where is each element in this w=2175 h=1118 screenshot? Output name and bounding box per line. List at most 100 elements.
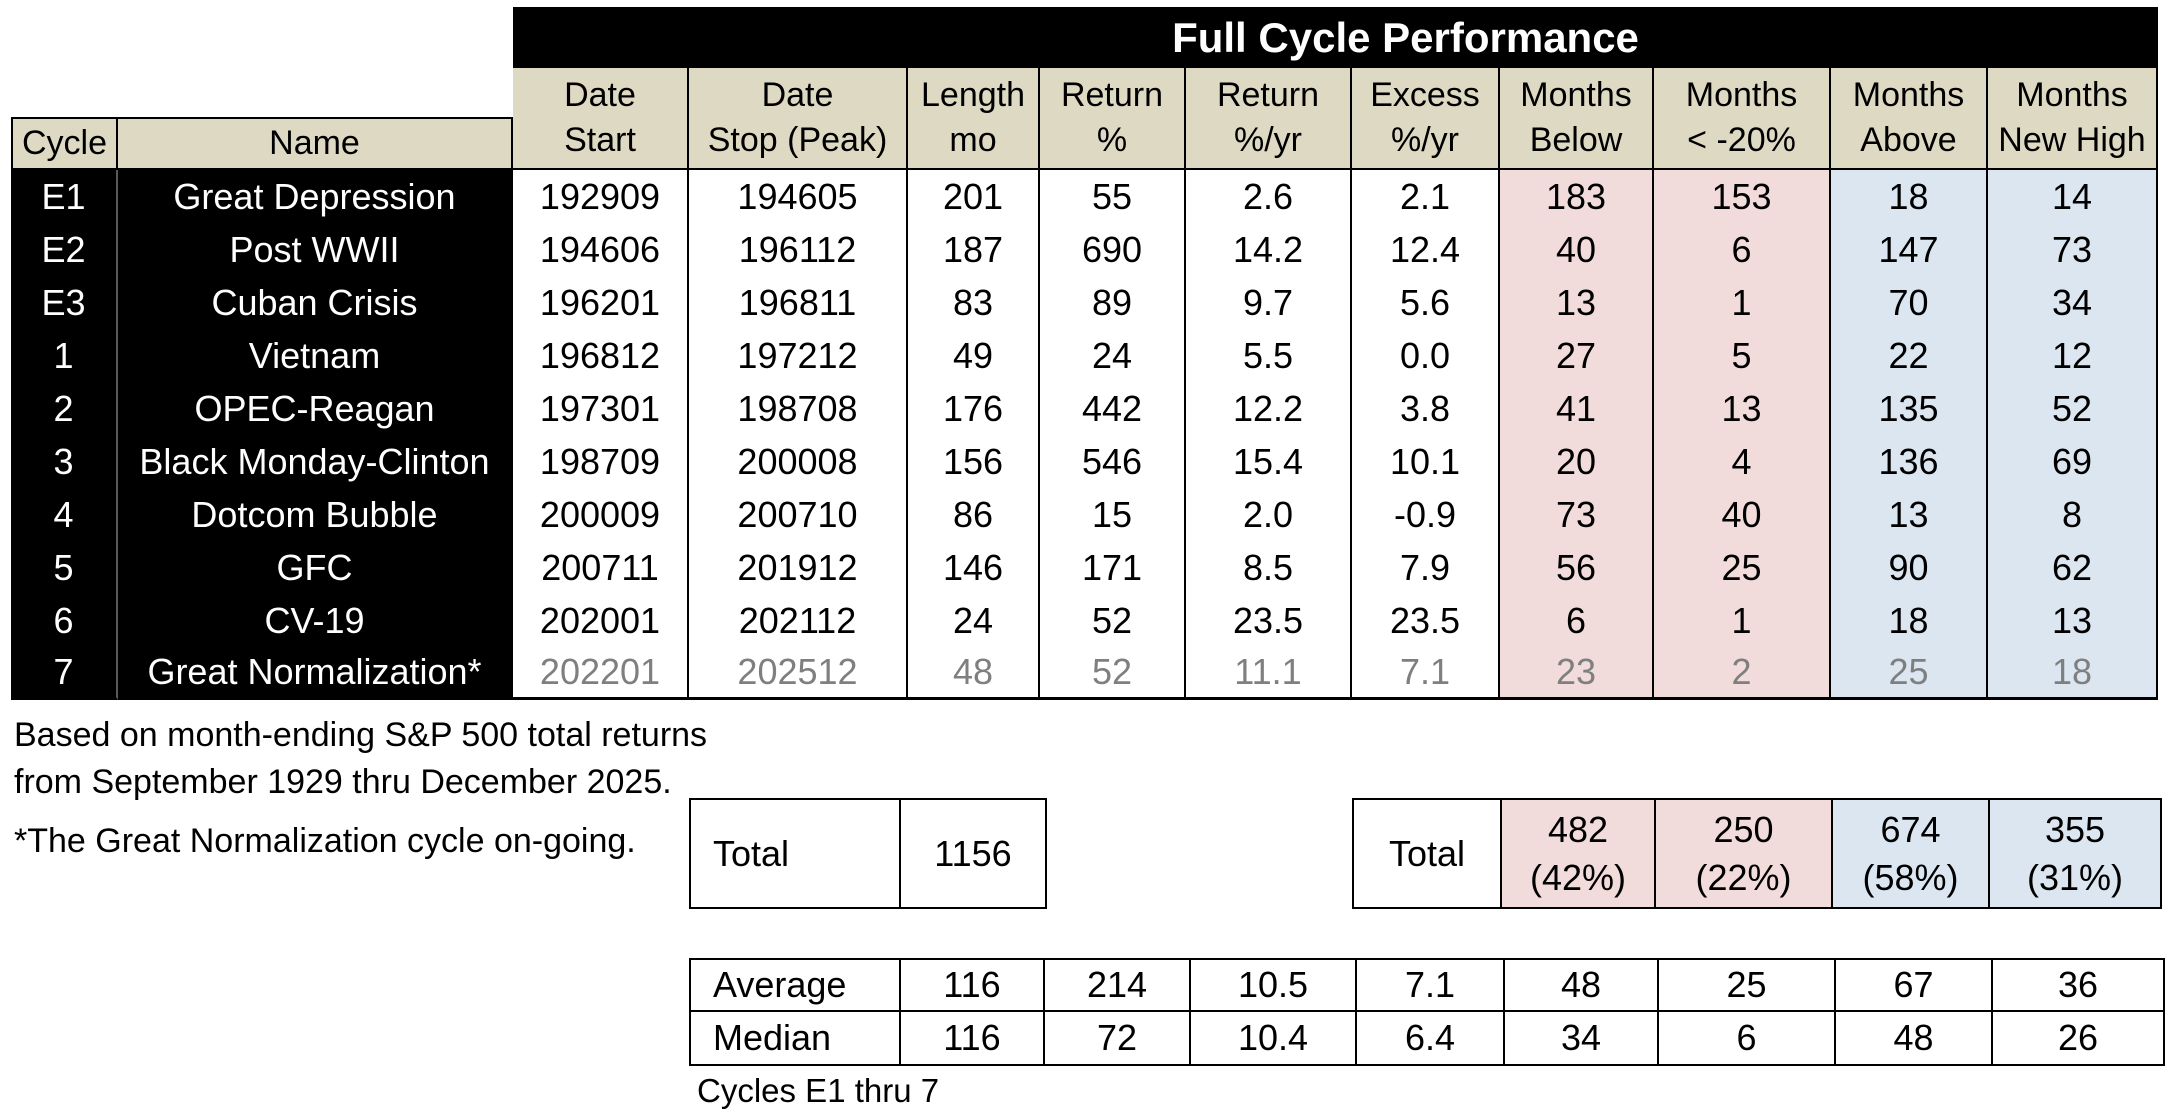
cycle-id-cell: 1 <box>11 329 118 382</box>
value-cell: 200711 <box>513 541 689 594</box>
value-cell: 202201 <box>513 647 689 700</box>
header-line-2: Start <box>564 121 636 159</box>
cycle-name-cell: Great Depression <box>118 170 513 223</box>
value-cell: 196112 <box>689 223 908 276</box>
value-cell: 15.4 <box>1186 435 1352 488</box>
value-cell: 5.6 <box>1352 276 1500 329</box>
value-cell: 12 <box>1988 329 2158 382</box>
value-cell: 9.7 <box>1186 276 1352 329</box>
value-cell: 48 <box>908 647 1040 700</box>
note-line: Based on month-ending S&P 500 total retu… <box>14 716 708 754</box>
header-line-2: < -20% <box>1687 121 1796 159</box>
value-cell: 3.8 <box>1352 382 1500 435</box>
value-cell: 49 <box>908 329 1040 382</box>
note-line: *The Great Normalization cycle on-going. <box>14 822 636 860</box>
months-total-box: Total 482 (42%) 250 (22%) 674 (58%) 355 … <box>1352 798 2162 909</box>
column-header-months-below: Months Below <box>1500 68 1654 170</box>
cycle-name-cell: Post WWII <box>118 223 513 276</box>
value-cell: 146 <box>908 541 1040 594</box>
value-cell: 12.2 <box>1186 382 1352 435</box>
cycle-id-cell: 3 <box>11 435 118 488</box>
cycle-name-cell: GFC <box>118 541 513 594</box>
header-line-1: Months <box>1520 76 1632 114</box>
value-cell: 135 <box>1831 382 1988 435</box>
months-total-new-high: 355 (31%) <box>1990 800 2160 907</box>
value-cell: 6 <box>1500 594 1654 647</box>
value-cell: 197301 <box>513 382 689 435</box>
average-months-below-20: 25 <box>1659 960 1836 1012</box>
header-line-1: Months <box>1685 76 1798 114</box>
value-cell: 198709 <box>513 435 689 488</box>
months-total-below-20: 250 (22%) <box>1656 800 1833 907</box>
header-line-2: Above <box>1860 121 1957 159</box>
header-line-2: New High <box>1998 121 2146 159</box>
value-cell: 171 <box>1040 541 1186 594</box>
value-cell: 194605 <box>689 170 908 223</box>
cycle-name-cell: Great Normalization* <box>118 647 513 700</box>
value-cell: 196812 <box>513 329 689 382</box>
value-cell: 200008 <box>689 435 908 488</box>
median-months-below: 34 <box>1505 1012 1659 1064</box>
header-line-1: Return <box>1060 76 1164 114</box>
value-cell: 201 <box>908 170 1040 223</box>
average-median-box: Average 116 214 10.5 7.1 48 25 67 36 Med… <box>689 958 2165 1066</box>
value-cell: 2 <box>1654 647 1831 700</box>
column-header-months-below-20: Months < -20% <box>1654 68 1831 170</box>
value-cell: 24 <box>908 594 1040 647</box>
value-cell: 176 <box>908 382 1040 435</box>
value-cell: 23 <box>1500 647 1654 700</box>
cycles-range-footnote: Cycles E1 thru 7 <box>697 1072 940 1109</box>
value-cell: 41 <box>1500 382 1654 435</box>
column-header-return-pct-yr: Return %/yr <box>1186 68 1352 170</box>
cycle-id-cell: 7 <box>11 647 118 700</box>
value-cell: 13 <box>1988 594 2158 647</box>
cycle-id-cell: E2 <box>11 223 118 276</box>
value-cell: 52 <box>1040 594 1186 647</box>
column-header-return-pct: Return % <box>1040 68 1186 170</box>
value-cell: 5 <box>1654 329 1831 382</box>
value-cell: 1 <box>1654 594 1831 647</box>
header-line-1: Excess <box>1370 76 1480 114</box>
value-cell: 18 <box>1831 594 1988 647</box>
total-pct: (58%) <box>1862 856 1959 898</box>
total-value: 250 <box>1713 808 1774 850</box>
value-cell: 187 <box>908 223 1040 276</box>
column-header-cycle: Cycle <box>11 117 118 170</box>
cycle-name-cell: CV-19 <box>118 594 513 647</box>
value-cell: 24 <box>1040 329 1186 382</box>
average-length: 116 <box>901 960 1045 1012</box>
cycle-name-cell: Cuban Crisis <box>118 276 513 329</box>
value-cell: 56 <box>1500 541 1654 594</box>
value-cell: 147 <box>1831 223 1988 276</box>
value-cell: 192909 <box>513 170 689 223</box>
source-notes: Based on month-ending S&P 500 total retu… <box>14 712 707 865</box>
value-cell: 136 <box>1831 435 1988 488</box>
value-cell: 153 <box>1654 170 1831 223</box>
value-cell: 202512 <box>689 647 908 700</box>
value-cell: 52 <box>1988 382 2158 435</box>
value-cell: 15 <box>1040 488 1186 541</box>
value-cell: 40 <box>1654 488 1831 541</box>
value-cell: 183 <box>1500 170 1654 223</box>
total-pct: (31%) <box>2026 856 2124 898</box>
value-cell: 34 <box>1988 276 2158 329</box>
total-pct: (22%) <box>1695 856 1792 898</box>
header-line-1: Return <box>1216 76 1320 114</box>
average-return-yr: 10.5 <box>1191 960 1357 1012</box>
value-cell: 8 <box>1988 488 2158 541</box>
value-cell: 25 <box>1831 647 1988 700</box>
column-header-months-above: Months Above <box>1831 68 1988 170</box>
header-line-2: %/yr <box>1234 121 1302 159</box>
cycle-name-cell: Vietnam <box>118 329 513 382</box>
average-return: 214 <box>1045 960 1191 1012</box>
value-cell: 90 <box>1831 541 1988 594</box>
column-header-date-stop: Date Stop (Peak) <box>689 68 908 170</box>
column-header-months-new-high: Months New High <box>1988 68 2158 170</box>
header-line-1: Date <box>564 76 636 114</box>
value-cell: 55 <box>1040 170 1186 223</box>
value-cell: 18 <box>1988 647 2158 700</box>
average-months-new-high: 36 <box>1993 960 2163 1012</box>
months-total-label: Total <box>1354 800 1502 907</box>
value-cell: 198708 <box>689 382 908 435</box>
value-cell: 1 <box>1654 276 1831 329</box>
